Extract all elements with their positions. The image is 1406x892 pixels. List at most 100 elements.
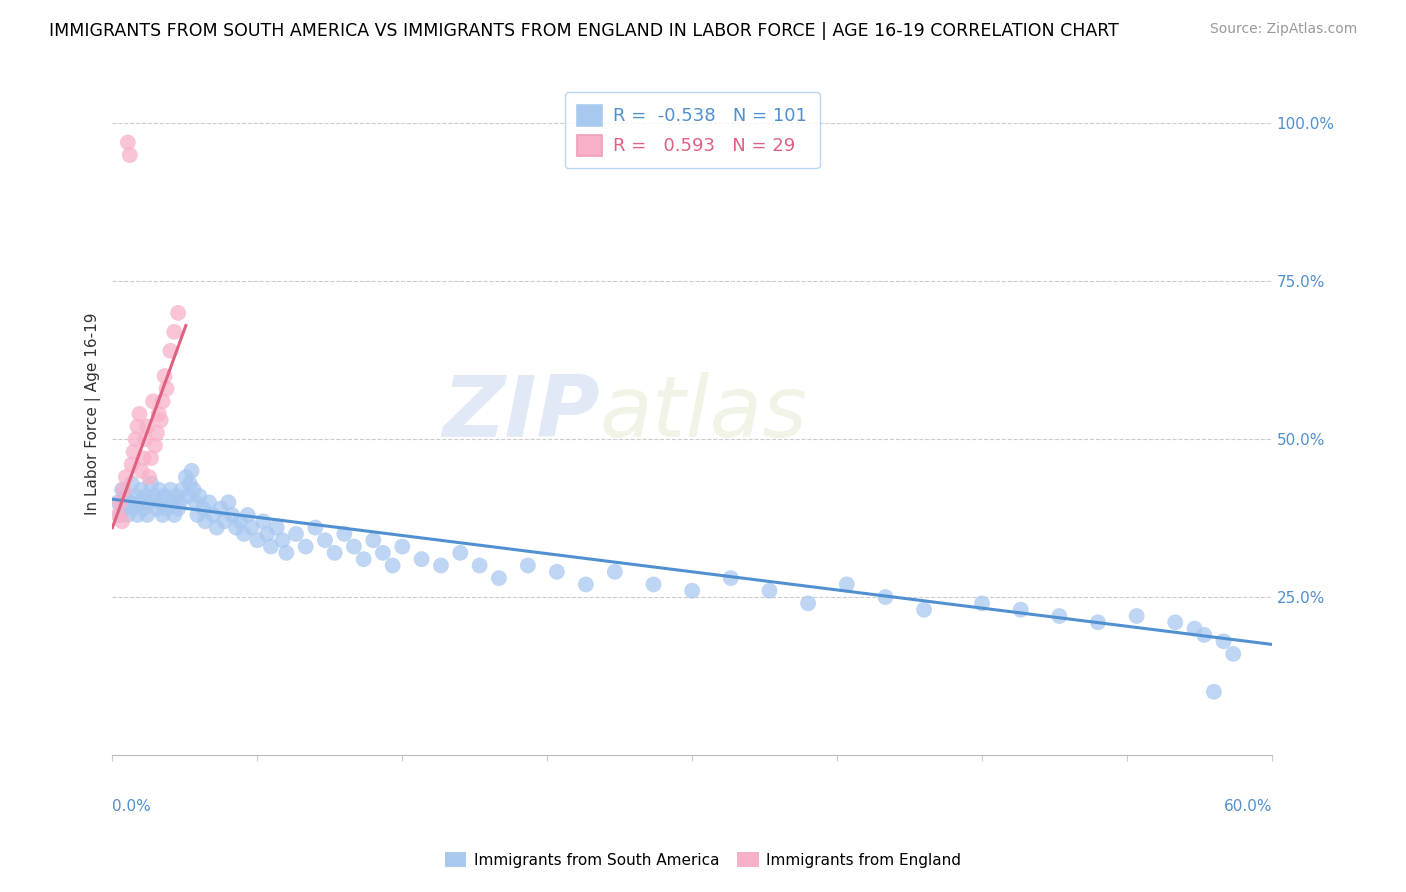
Point [127,419,149,434]
Point [153,489,176,503]
Point [124,432,146,446]
Point [1125,609,1147,624]
Point [391,540,413,554]
Point [153,369,176,384]
Point [162,495,184,509]
Point [155,501,177,516]
Point [260,540,283,554]
Point [111,514,134,528]
Point [118,495,141,509]
Point [115,489,138,503]
Point [165,489,187,503]
Point [468,558,491,573]
Point [149,495,172,509]
Point [163,325,186,339]
Point [111,483,134,497]
Point [112,483,135,497]
Legend: Immigrants from South America, Immigrants from England: Immigrants from South America, Immigrant… [439,846,967,873]
Point [1202,685,1225,699]
Point [186,508,208,522]
Point [240,520,263,534]
Point [163,508,186,522]
Point [875,590,897,604]
Legend: R =  -0.538   N = 101, R =   0.593   N = 29: R = -0.538 N = 101, R = 0.593 N = 29 [565,92,820,169]
Point [205,520,228,534]
Point [912,603,935,617]
Point [1047,609,1070,624]
Point [146,501,169,516]
Point [107,495,129,509]
Text: 0.0%: 0.0% [112,799,152,814]
Point [246,533,269,548]
Point [271,533,294,548]
Point [107,508,129,522]
Point [353,552,375,566]
Text: 60.0%: 60.0% [1223,799,1272,814]
Point [1222,647,1244,661]
Point [343,540,366,554]
Point [285,527,308,541]
Text: ZIP: ZIP [441,373,599,456]
Point [603,565,626,579]
Point [217,495,239,509]
Point [371,546,394,560]
Point [1194,628,1216,642]
Point [112,501,135,516]
Point [1184,622,1206,636]
Point [180,464,202,478]
Point [1087,615,1109,630]
Point [835,577,858,591]
Point [179,476,201,491]
Point [333,527,356,541]
Point [276,546,298,560]
Point [121,458,143,472]
Point [159,343,181,358]
Point [209,501,232,516]
Point [643,577,665,591]
Point [148,483,170,497]
Point [117,136,139,150]
Point [146,425,169,440]
Point [304,520,326,534]
Point [294,540,316,554]
Point [136,508,159,522]
Point [139,476,162,491]
Point [152,508,174,522]
Point [183,483,205,497]
Text: IMMIGRANTS FROM SOUTH AMERICA VS IMMIGRANTS FROM ENGLAND IN LABOR FORCE | AGE 16: IMMIGRANTS FROM SOUTH AMERICA VS IMMIGRA… [49,22,1119,40]
Point [1212,634,1234,648]
Point [127,508,149,522]
Point [121,476,143,491]
Point [266,520,288,534]
Point [214,514,236,528]
Point [488,571,510,585]
Point [411,552,433,566]
Point [152,394,174,409]
Point [177,489,200,503]
Point [323,546,346,560]
Point [575,577,598,591]
Text: Source: ZipAtlas.com: Source: ZipAtlas.com [1209,22,1357,37]
Point [167,501,190,516]
Point [128,407,150,421]
Point [128,495,150,509]
Point [108,508,131,522]
Point [122,445,145,459]
Point [201,508,224,522]
Point [134,489,156,503]
Point [132,501,155,516]
Point [516,558,538,573]
Point [149,413,172,427]
Point [430,558,453,573]
Point [193,501,215,516]
Point [170,483,193,497]
Point [122,501,145,516]
Point [188,489,211,503]
Point [174,470,197,484]
Text: atlas: atlas [599,373,807,456]
Point [143,438,166,452]
Point [131,483,153,497]
Point [232,527,254,541]
Point [139,451,162,466]
Point [449,546,471,560]
